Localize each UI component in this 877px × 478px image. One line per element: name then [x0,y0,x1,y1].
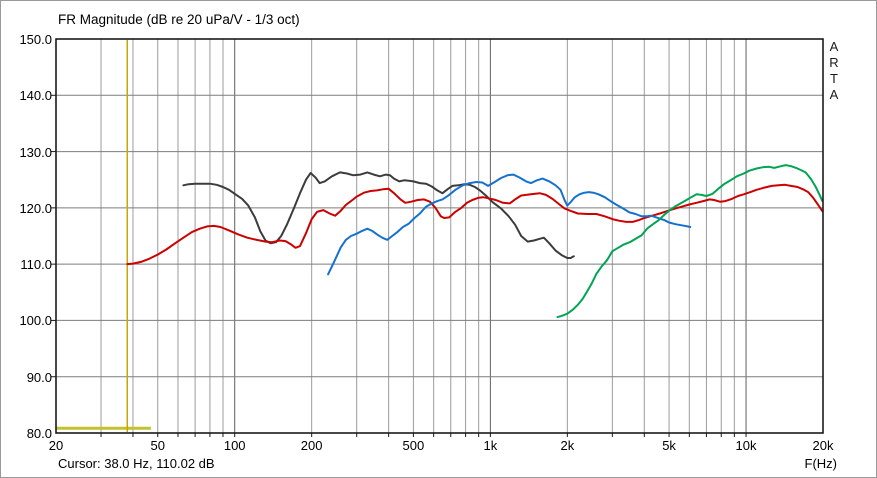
x-tick-label: 200 [300,438,323,453]
black-trace [182,171,575,259]
x-tick-label: 5k [662,438,676,453]
x-tick-label: 50 [150,438,165,453]
watermark-letter: A [829,87,839,102]
x-tick-label: 20k [812,438,834,453]
y-tick-label: 140.0 [19,88,52,104]
y-tick-label: 100.0 [19,313,52,329]
watermark-letter: A [829,39,839,54]
y-tick-label: 130.0 [19,144,52,160]
cursor-readout: Cursor: 38.0 Hz, 110.02 dB [58,456,215,471]
y-tick-label: 80.0 [26,426,52,441]
x-tick-label: 500 [402,438,425,453]
x-tick-label: 2k [560,438,575,453]
plot-border [55,38,824,434]
watermark-letter: R [829,55,839,70]
y-tick-label: 150.0 [19,32,52,47]
x-tick-label: 100 [223,438,246,453]
x-axis-unit-label: F(Hz) [804,456,838,471]
x-tick-label: 10k [735,438,757,453]
y-tick-label: 110.0 [20,257,52,273]
watermark-letter: T [830,71,838,86]
x-tick-label: 1k [483,438,498,453]
x-tick-label: 20 [48,438,64,453]
blue-trace [327,173,692,276]
y-tick-label: 90.0 [26,369,52,385]
y-tick-label: 120.0 [19,200,52,216]
red-trace [126,183,824,266]
chart-title: FR Magnitude (dB re 20 uPa/V - 1/3 oct) [58,12,300,27]
green-trace [556,164,824,319]
